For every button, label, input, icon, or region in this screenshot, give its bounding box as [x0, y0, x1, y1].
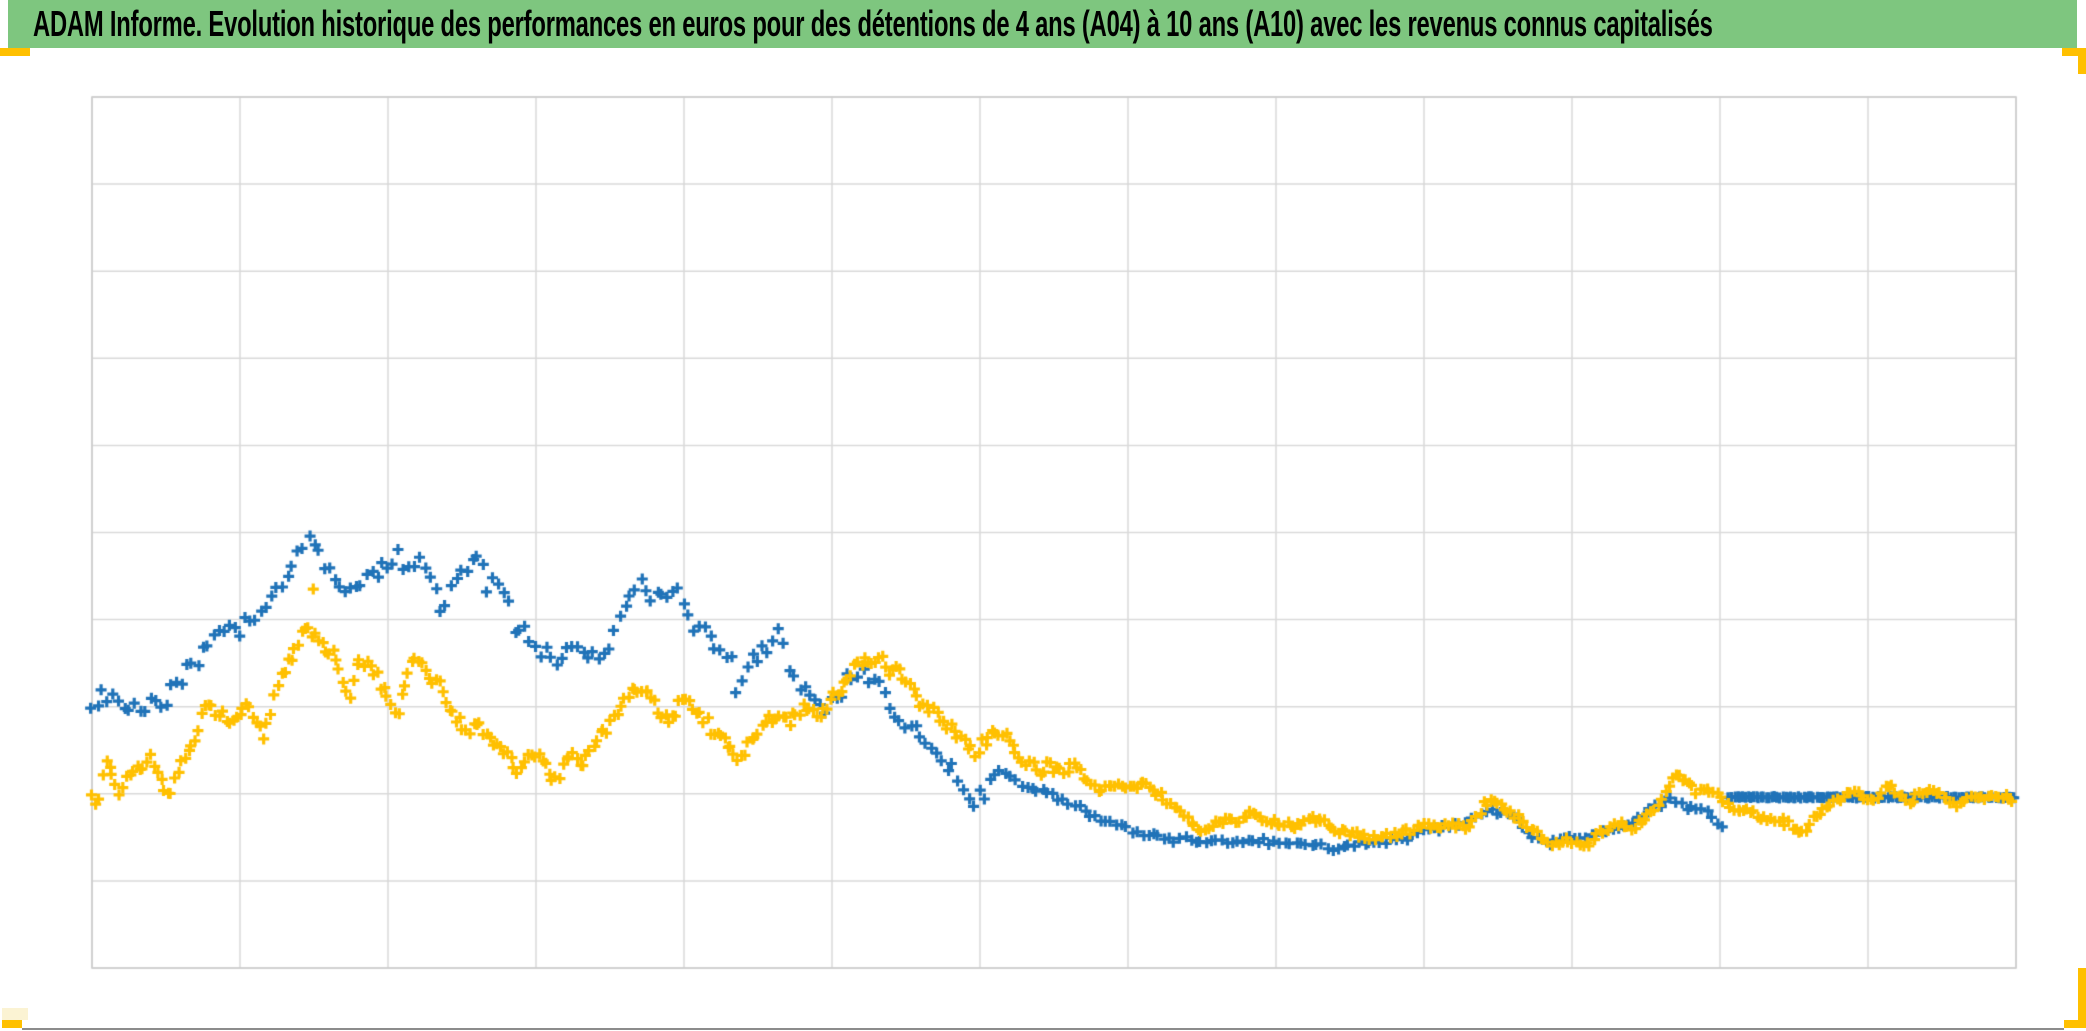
accent-corner-top-right-horizontal	[2062, 48, 2086, 56]
accent-corner-bottom-right-vertical	[2078, 968, 2086, 1028]
accent-corner-top-right-vertical	[2078, 48, 2086, 74]
footer-divider-line	[22, 1028, 2064, 1030]
accent-glow-bottom-left	[2, 1008, 28, 1020]
accent-dash-bottom-left	[2, 1020, 22, 1028]
accent-corner-bottom-right-horizontal	[2064, 1020, 2086, 1028]
accent-dash-top-left	[0, 48, 30, 56]
slide-title-bar: ADAM Informe. Evolution historique des p…	[8, 0, 2077, 48]
slide-title: ADAM Informe. Evolution historique des p…	[33, 3, 1713, 44]
